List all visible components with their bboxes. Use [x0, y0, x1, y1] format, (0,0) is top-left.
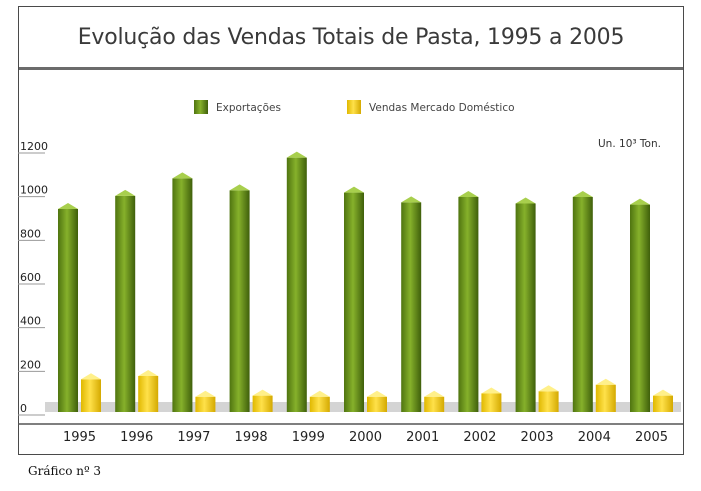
bar-exports-1999 — [286, 151, 307, 412]
chart-frame: Evolução das Vendas Totais de Pasta, 199… — [18, 6, 684, 455]
bar-domestic-1998 — [252, 389, 273, 412]
x-tick-label: 1998 — [235, 430, 268, 445]
x-tick-label: 2004 — [578, 430, 611, 445]
bar-exports-2000 — [344, 186, 364, 412]
bar-exports-2005 — [630, 198, 650, 412]
bar-domestic-1999 — [309, 390, 330, 412]
y-tick-label: 1200 — [20, 140, 48, 153]
bar-exports-1997 — [172, 172, 193, 412]
y-tick-label: 400 — [20, 315, 41, 328]
bar-exports-2003 — [515, 197, 536, 412]
bar-domestic-1995 — [81, 373, 101, 412]
bar-domestic-1996 — [138, 369, 159, 412]
y-tick-label: 600 — [20, 271, 41, 284]
y-tick-label: 800 — [20, 227, 41, 240]
x-tick-label: 1995 — [63, 430, 96, 445]
figure-caption: Gráfico nº 3 — [28, 464, 102, 478]
bar-exports-1996 — [115, 189, 136, 412]
legend: Exportações Vendas Mercado Doméstico — [194, 100, 515, 114]
y-axis: 1200 1000 800 600 400 200 0 — [18, 140, 48, 416]
x-tick-label: 2000 — [349, 430, 382, 445]
bars — [58, 151, 673, 412]
x-tick-label: 1996 — [120, 430, 153, 445]
bar-domestic-2005 — [653, 389, 673, 412]
bar-exports-1995 — [58, 202, 78, 412]
x-tick-label: 2001 — [406, 430, 439, 445]
title-divider — [19, 67, 683, 70]
x-axis-labels: 1995 1996 1997 1998 1999 2000 2001 2002 2003 2004… — [63, 430, 668, 445]
unit-label: Un. 10³ Ton. — [598, 138, 661, 150]
bar-exports-2004 — [572, 190, 593, 412]
x-tick-label: 2005 — [635, 430, 668, 445]
y-tick-label: 1000 — [20, 184, 48, 197]
y-tick-label: 0 — [20, 402, 27, 415]
bar-domestic-2003 — [538, 385, 559, 412]
x-tick-label: 2003 — [521, 430, 554, 445]
bar-domestic-2001 — [424, 390, 445, 412]
bar-domestic-1997 — [195, 390, 216, 412]
bar-domestic-2002 — [481, 387, 502, 412]
bar-domestic-2004 — [595, 378, 616, 412]
x-tick-label: 2002 — [463, 430, 496, 445]
title-band: Evolução das Vendas Totais de Pasta, 199… — [19, 7, 683, 67]
legend-swatch-domestic — [347, 100, 361, 114]
bar-exports-2002 — [458, 190, 479, 412]
x-tick-label: 1999 — [292, 430, 325, 445]
bar-domestic-2000 — [367, 390, 387, 412]
legend-label-exports: Exportações — [216, 102, 281, 114]
y-tick-label: 200 — [20, 358, 41, 371]
legend-label-domestic: Vendas Mercado Doméstico — [369, 102, 515, 114]
bar-exports-2001 — [401, 196, 422, 412]
legend-swatch-exports — [194, 100, 208, 114]
bar-exports-1998 — [229, 184, 250, 412]
x-tick-label: 1997 — [177, 430, 210, 445]
chart-title: Evolução das Vendas Totais de Pasta, 199… — [77, 24, 625, 50]
